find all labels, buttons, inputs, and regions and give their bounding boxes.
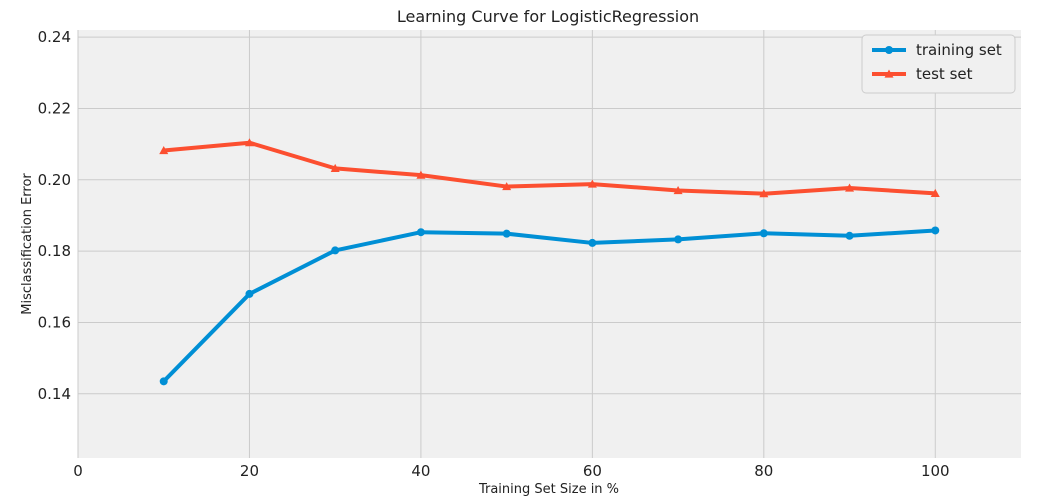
data-point <box>502 182 512 191</box>
data-point <box>245 289 254 298</box>
chart-title: Learning Curve for LogisticRegression <box>397 7 699 26</box>
legend-marker <box>885 46 893 54</box>
data-point <box>416 170 426 179</box>
y-tick-label: 0.24 <box>38 28 71 46</box>
data-point <box>159 146 169 155</box>
y-tick-label: 0.22 <box>38 99 71 117</box>
series-training-set <box>159 226 940 386</box>
y-tick-label: 0.20 <box>38 171 71 189</box>
data-point <box>930 188 940 197</box>
y-tick-label: 0.16 <box>38 313 71 331</box>
series-line <box>161 228 938 384</box>
data-point <box>502 229 511 238</box>
y-axis-title: Misclassification Error <box>20 173 35 315</box>
y-tick-label: 0.14 <box>38 385 71 403</box>
data-point <box>587 179 597 188</box>
data-point <box>759 189 769 198</box>
data-point <box>244 138 254 147</box>
x-tick-label: 60 <box>583 462 602 480</box>
legend: training set test set <box>861 34 1016 94</box>
x-tick-label: 20 <box>240 462 259 480</box>
data-point <box>674 235 683 244</box>
x-axis-title: Training Set Size in % <box>478 482 619 497</box>
data-point <box>845 183 855 192</box>
data-point <box>673 186 683 195</box>
data-point <box>588 238 597 247</box>
x-tick-label: 0 <box>73 462 83 480</box>
x-tick-label: 80 <box>754 462 773 480</box>
x-axis-ticks: 0 20 40 60 80 100 <box>73 462 949 480</box>
x-tick-label: 100 <box>921 462 950 480</box>
x-tick-label: 40 <box>411 462 430 480</box>
legend-label: training set <box>916 41 1002 59</box>
data-point <box>759 229 768 238</box>
y-axis-ticks: 0.14 0.16 0.18 0.20 0.22 0.24 <box>38 28 71 403</box>
data-point <box>416 228 425 237</box>
data-point <box>331 246 340 255</box>
plot-area <box>78 30 1021 458</box>
data-point <box>159 377 168 386</box>
y-tick-label: 0.18 <box>38 242 71 260</box>
data-point <box>330 163 340 172</box>
series-test-set <box>159 138 940 198</box>
legend-marker <box>884 69 894 78</box>
series-layer <box>159 138 940 386</box>
data-point <box>845 231 854 240</box>
data-point <box>931 226 940 235</box>
legend-label: test set <box>916 65 973 83</box>
grid-lines <box>77 30 1021 458</box>
series-line <box>161 140 938 196</box>
